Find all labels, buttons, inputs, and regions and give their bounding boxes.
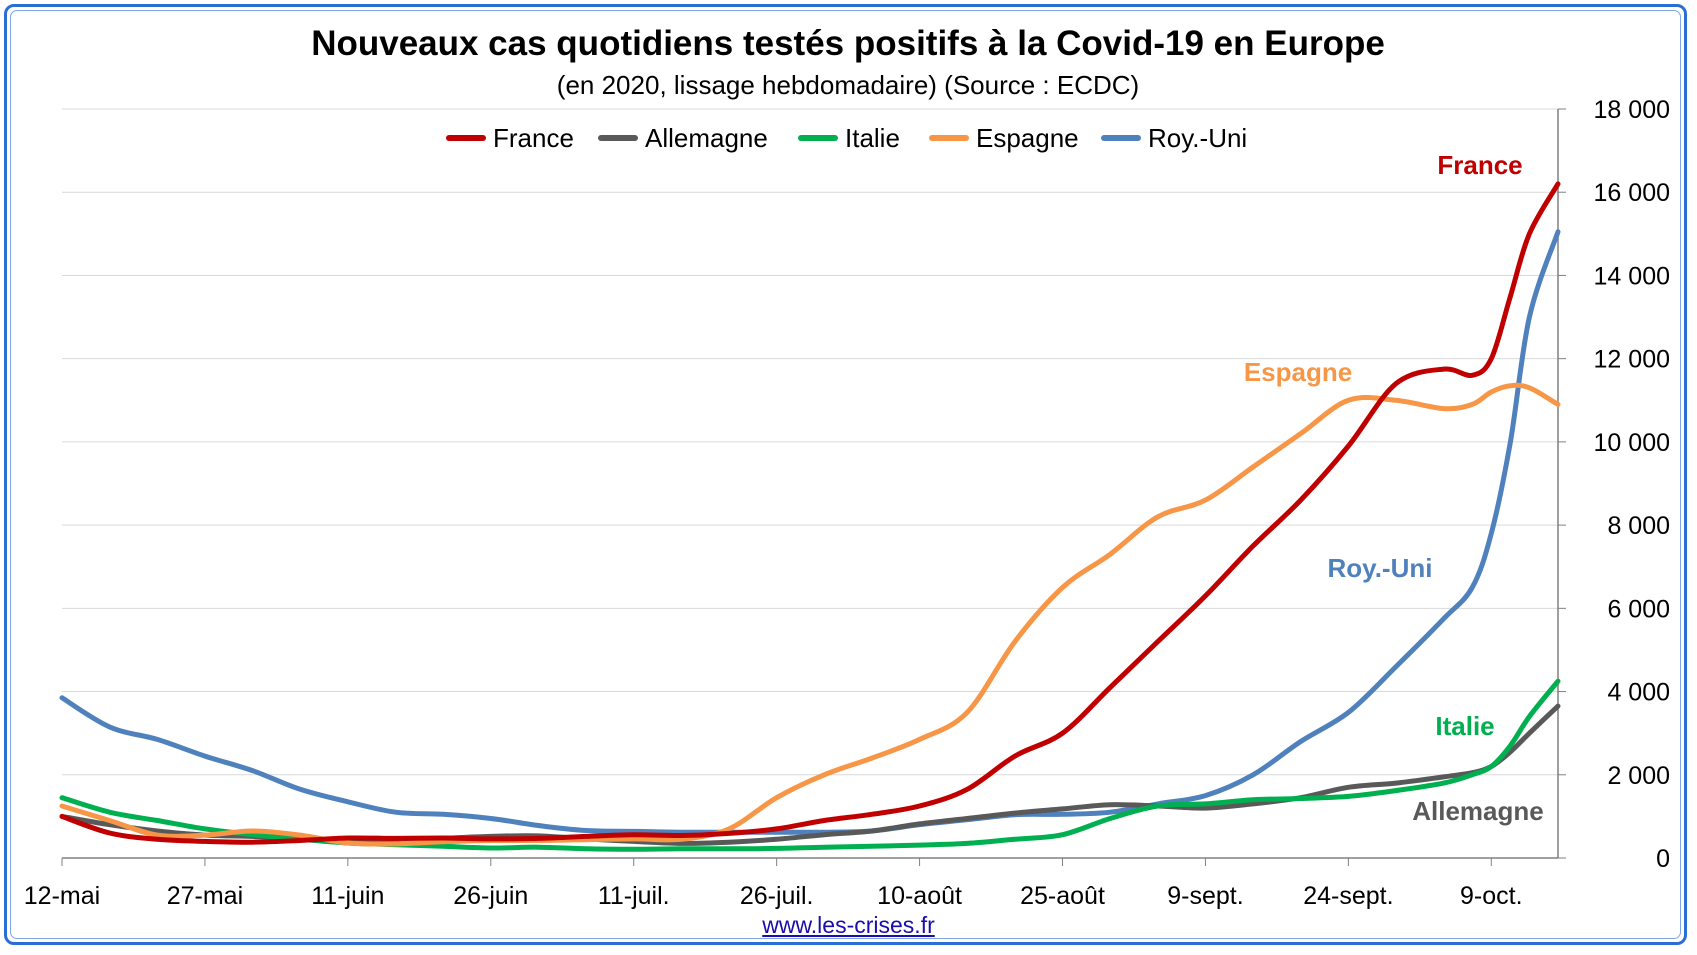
y-tick-label: 0 <box>1656 845 1670 873</box>
x-tick-label: 26-juin <box>453 882 528 910</box>
y-tick-label: 10 000 <box>1594 429 1670 457</box>
y-tick-label: 4 000 <box>1607 679 1670 707</box>
legend-label: Allemagne <box>645 123 768 153</box>
legend-entry: France <box>446 123 574 153</box>
series-callouts: France Espagne Roy.-Uni Italie Allemagne <box>1244 150 1544 826</box>
series-line-espagne <box>59 382 1561 847</box>
series-callout: Italie <box>1435 711 1494 741</box>
x-tick-label: 10-août <box>877 882 962 910</box>
y-tick-label: 6 000 <box>1607 595 1670 623</box>
series-callout: Roy.-Uni <box>1328 553 1433 583</box>
series-line-france <box>59 181 1561 845</box>
legend-entry: Italie <box>798 123 900 153</box>
series-callout: Allemagne <box>1412 796 1544 826</box>
legend-entry: Allemagne <box>598 123 768 153</box>
x-tick-label: 9-oct. <box>1460 882 1523 910</box>
source-link[interactable]: www.les-crises.fr <box>762 912 935 938</box>
chart-subtitle: (en 2020, lissage hebdomadaire) (Source … <box>557 70 1139 100</box>
chart-title: Nouveaux cas quotidiens testés positifs … <box>311 24 1385 63</box>
y-tick-label: 12 000 <box>1594 346 1670 374</box>
legend-label: France <box>493 123 574 153</box>
x-tick-label: 9-sept. <box>1167 882 1243 910</box>
legend-label: Espagne <box>976 123 1079 153</box>
legend-label: Roy.-Uni <box>1148 123 1247 153</box>
legend-label: Italie <box>845 123 900 153</box>
y-tick-label: 16 000 <box>1594 179 1670 207</box>
x-tick-label: 25-août <box>1020 882 1105 910</box>
chart-frame <box>4 4 1687 945</box>
legend-entry: Roy.-Uni <box>1101 123 1247 153</box>
x-tick-label: 27-mai <box>167 882 243 910</box>
x-tick-label: 24-sept. <box>1303 882 1393 910</box>
y-tick-label: 2 000 <box>1607 762 1670 790</box>
series-lines <box>59 181 1561 852</box>
x-tick-label: 12-mai <box>24 882 100 910</box>
x-tick-label: 11-juil. <box>598 882 670 910</box>
y-tick-label: 14 000 <box>1594 262 1670 290</box>
x-tick-label: 11-juin <box>311 882 384 910</box>
series-callout: Espagne <box>1244 357 1352 387</box>
y-tick-label: 18 000 <box>1594 96 1670 124</box>
y-tick-label: 8 000 <box>1607 512 1670 540</box>
series-line-roy-uni <box>59 229 1561 835</box>
x-tick-label: 26-juil. <box>740 882 814 910</box>
series-callout: France <box>1437 150 1522 180</box>
legend: France Allemagne Italie Espagne Roy.-Uni <box>446 123 1247 153</box>
axes: 0 2 000 4 000 6 000 8 000 10 000 12 000 14 000 1… <box>24 96 1670 910</box>
gridlines <box>62 108 1558 776</box>
legend-entry: Espagne <box>929 123 1079 153</box>
